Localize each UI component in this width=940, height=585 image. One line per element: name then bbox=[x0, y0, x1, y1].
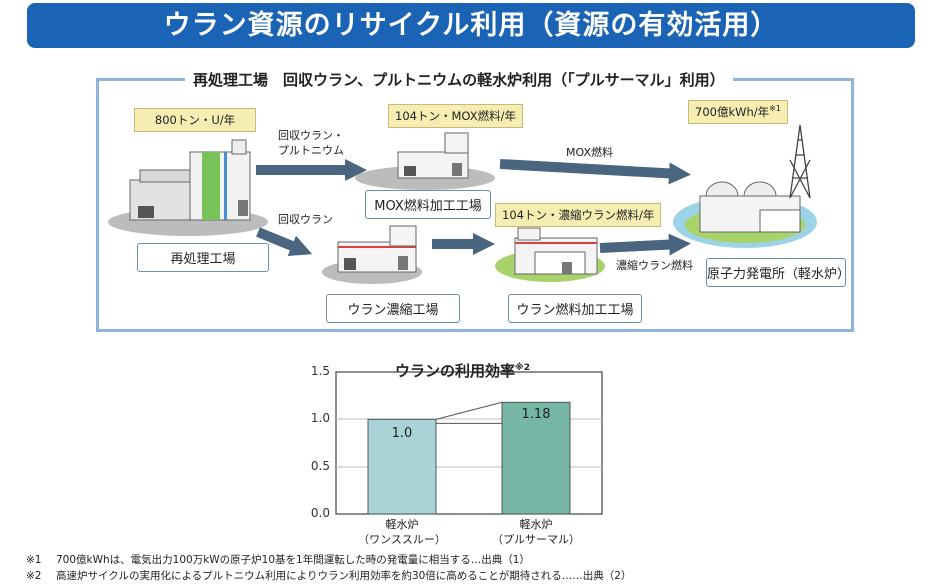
bar-1 bbox=[501, 401, 571, 515]
category-label-1: 軽水炉 （プルサーマル） bbox=[486, 517, 586, 547]
category-0-line1: 軽水炉 bbox=[385, 518, 419, 531]
footnote-2: ※2 高速炉サイクルの実用化によるプルトニウム利用によりウラン利用効率を約30倍に… bbox=[26, 568, 632, 583]
fuel-plant-illustration bbox=[495, 227, 605, 282]
bar-chart-bars bbox=[367, 401, 571, 515]
footnote-2-text: 高速炉サイクルの実用化によるプルトニウム利用によりウラン利用効率を約30倍に高め… bbox=[56, 570, 632, 582]
chart-title: ウランの利用効率※2 bbox=[395, 360, 530, 381]
tag-mox: 104トン・MOX燃料/年 bbox=[388, 104, 523, 128]
category-0-line2: （ワンススルー） bbox=[358, 533, 446, 546]
plant-mox: MOX燃料加工工場 bbox=[365, 190, 491, 219]
footnote-2-mark: ※2 bbox=[26, 570, 42, 582]
enrichment-plant-illustration bbox=[322, 225, 422, 284]
tag-npp-mark: ※1 bbox=[769, 104, 781, 114]
page-title: ウラン資源のリサイクル利用（資源の有効活用） bbox=[163, 10, 779, 41]
plant-enrichment: ウラン濃縮工場 bbox=[326, 294, 460, 323]
reprocessing-plant-illustration bbox=[108, 139, 268, 236]
bar-value-1: 1.18 bbox=[521, 407, 551, 422]
tag-reprocessing: 800トン・U/年 bbox=[134, 108, 256, 132]
footnote-1: ※1 700億kWhは、電気出力100万kWの原子炉10基を1年間運転した時の発電… bbox=[26, 552, 530, 567]
footnote-1-mark: ※1 bbox=[26, 554, 42, 566]
page-title-banner: ウラン資源のリサイクル利用（資源の有効活用） bbox=[27, 3, 915, 48]
chart-title-text: ウランの利用効率 bbox=[395, 362, 516, 380]
label-to-mox-1: 回収ウラン・ bbox=[278, 129, 344, 142]
arrow-enriched-fuel bbox=[599, 233, 691, 256]
category-label-0: 軽水炉 （ワンススルー） bbox=[352, 517, 452, 547]
bar-connector-0 bbox=[435, 401, 503, 420]
y-tick-2: 1.0 bbox=[310, 411, 330, 425]
flow-frame-title: 再処理工場 回収ウラン、プルトニウムの軽水炉利用（「プルサーマル」利用） bbox=[185, 69, 733, 90]
flow-arrows bbox=[256, 158, 691, 257]
mox-plant-illustration bbox=[355, 132, 495, 190]
bar-value-0: 1.0 bbox=[391, 426, 413, 441]
y-tick-3: 1.5 bbox=[310, 364, 330, 378]
label-enriched-fuel: 濃縮ウラン燃料 bbox=[616, 259, 693, 272]
plant-fuel: ウラン燃料加工工場 bbox=[508, 294, 642, 323]
tag-npp-text: 700億kWh/年 bbox=[695, 105, 770, 119]
label-mox-fuel: MOX燃料 bbox=[566, 146, 613, 159]
category-1-line1: 軽水炉 bbox=[519, 518, 553, 531]
plant-reprocessing: 再処理工場 bbox=[137, 243, 269, 272]
tag-fuel: 104トン・濃縮ウラン燃料/年 bbox=[495, 203, 662, 227]
arrow-mox-fuel bbox=[499, 159, 691, 185]
arrow-to-enrichment bbox=[256, 227, 313, 257]
y-tick-1: 0.5 bbox=[310, 459, 330, 473]
category-1-line2: （プルサーマル） bbox=[492, 533, 580, 546]
label-to-mox-2: プルトニウム bbox=[278, 144, 344, 157]
plant-npp: 原子力発電所（軽水炉） bbox=[706, 258, 850, 287]
tag-npp: 700億kWh/年※1 bbox=[688, 100, 788, 124]
y-tick-0: 0.0 bbox=[310, 506, 330, 520]
npp-illustration bbox=[673, 124, 817, 248]
bar-0 bbox=[367, 418, 437, 515]
label-to-enrichment: 回収ウラン bbox=[278, 213, 333, 226]
chart-title-mark: ※2 bbox=[515, 363, 531, 373]
footnote-1-text: 700億kWhは、電気出力100万kWの原子炉10基を1年間運転した時の発電量に… bbox=[56, 554, 530, 566]
